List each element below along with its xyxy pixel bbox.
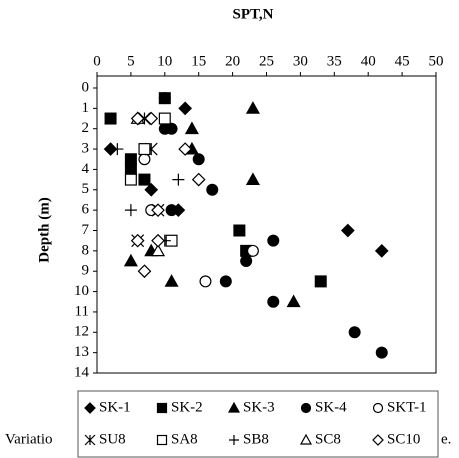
- chart-title: SPT,N: [233, 6, 274, 22]
- marker: [130, 233, 145, 248]
- x-tick-label: 30: [293, 53, 308, 69]
- marker: [144, 182, 159, 197]
- marker: [375, 346, 388, 359]
- marker: [372, 434, 384, 446]
- marker: [165, 122, 178, 135]
- legend-label: SK-2: [171, 399, 203, 415]
- marker: [138, 173, 151, 186]
- legend-label: SA8: [171, 431, 198, 447]
- marker: [130, 111, 145, 126]
- y-tick-label: 14: [74, 364, 90, 380]
- legend-label: SC10: [387, 431, 420, 447]
- caption: e.: [441, 431, 451, 447]
- x-tick-label: 0: [93, 53, 101, 69]
- caption: Variatio: [5, 431, 52, 447]
- marker: [229, 435, 239, 445]
- legend-label: SK-4: [315, 399, 347, 415]
- marker: [191, 172, 206, 187]
- y-tick-label: 13: [74, 344, 89, 360]
- legend-label: SK-1: [99, 399, 131, 415]
- marker: [124, 153, 137, 166]
- marker: [227, 401, 241, 413]
- marker: [84, 402, 96, 414]
- y-tick-label: 5: [82, 181, 90, 197]
- marker: [151, 243, 166, 257]
- marker: [172, 173, 185, 186]
- marker: [156, 434, 168, 446]
- y-tick-label: 3: [82, 141, 90, 157]
- x-tick-label: 45: [395, 53, 410, 69]
- marker: [151, 203, 165, 217]
- y-tick-label: 4: [82, 161, 90, 177]
- marker: [144, 111, 159, 126]
- marker: [124, 204, 137, 217]
- marker: [267, 295, 280, 308]
- marker: [192, 153, 205, 166]
- marker: [348, 326, 361, 339]
- y-tick-label: 0: [82, 79, 90, 95]
- marker: [103, 142, 118, 156]
- x-tick-label: 10: [157, 53, 172, 69]
- marker: [123, 253, 138, 267]
- marker: [286, 294, 301, 308]
- marker: [138, 153, 151, 166]
- y-tick-label: 8: [82, 242, 90, 258]
- y-tick-label: 2: [82, 120, 90, 136]
- y-tick-label: 7: [82, 222, 90, 238]
- marker: [104, 112, 117, 125]
- y-tick-label: 12: [74, 324, 89, 340]
- marker: [240, 255, 253, 268]
- marker: [178, 142, 192, 156]
- y-tick-label: 10: [74, 283, 89, 299]
- marker: [137, 264, 152, 279]
- marker: [219, 275, 232, 288]
- x-tick-label: 35: [327, 53, 342, 69]
- marker: [158, 92, 171, 105]
- marker: [341, 223, 355, 238]
- legend-label: SKT-1: [387, 399, 426, 415]
- marker: [165, 204, 178, 217]
- y-tick-label: 11: [75, 303, 89, 319]
- marker: [206, 183, 219, 196]
- marker: [111, 143, 124, 156]
- marker: [199, 275, 212, 288]
- marker: [124, 173, 137, 186]
- marker: [156, 402, 168, 414]
- marker: [178, 101, 192, 116]
- x-tick-label: 5: [127, 53, 135, 69]
- y-axis-label: Depth (m): [36, 197, 52, 262]
- marker: [158, 112, 171, 125]
- x-tick-label: 20: [225, 53, 240, 69]
- marker: [374, 244, 389, 258]
- marker: [245, 172, 260, 186]
- marker: [138, 143, 151, 156]
- y-tick-label: 6: [82, 202, 90, 218]
- marker: [184, 121, 199, 135]
- legend-label: SU8: [99, 431, 126, 447]
- legend-label: SC8: [315, 431, 341, 447]
- y-tick-label: 9: [82, 263, 90, 279]
- legend-box: [77, 390, 439, 458]
- marker: [233, 224, 246, 237]
- marker: [151, 233, 165, 248]
- marker: [267, 234, 280, 247]
- y-tick-label: 1: [82, 100, 90, 116]
- x-tick-label: 50: [429, 53, 444, 69]
- marker: [314, 275, 327, 288]
- legend-label: SK-3: [243, 399, 275, 415]
- marker: [372, 402, 384, 414]
- x-tick-label: 15: [191, 53, 206, 69]
- marker: [246, 244, 259, 257]
- legend-label: SB8: [243, 431, 269, 447]
- marker: [84, 434, 96, 446]
- marker: [245, 101, 260, 114]
- marker: [164, 274, 179, 287]
- marker: [300, 402, 312, 414]
- x-tick-label: 40: [361, 53, 376, 69]
- marker: [299, 433, 313, 445]
- x-tick-label: 25: [259, 53, 274, 69]
- marker: [124, 163, 137, 176]
